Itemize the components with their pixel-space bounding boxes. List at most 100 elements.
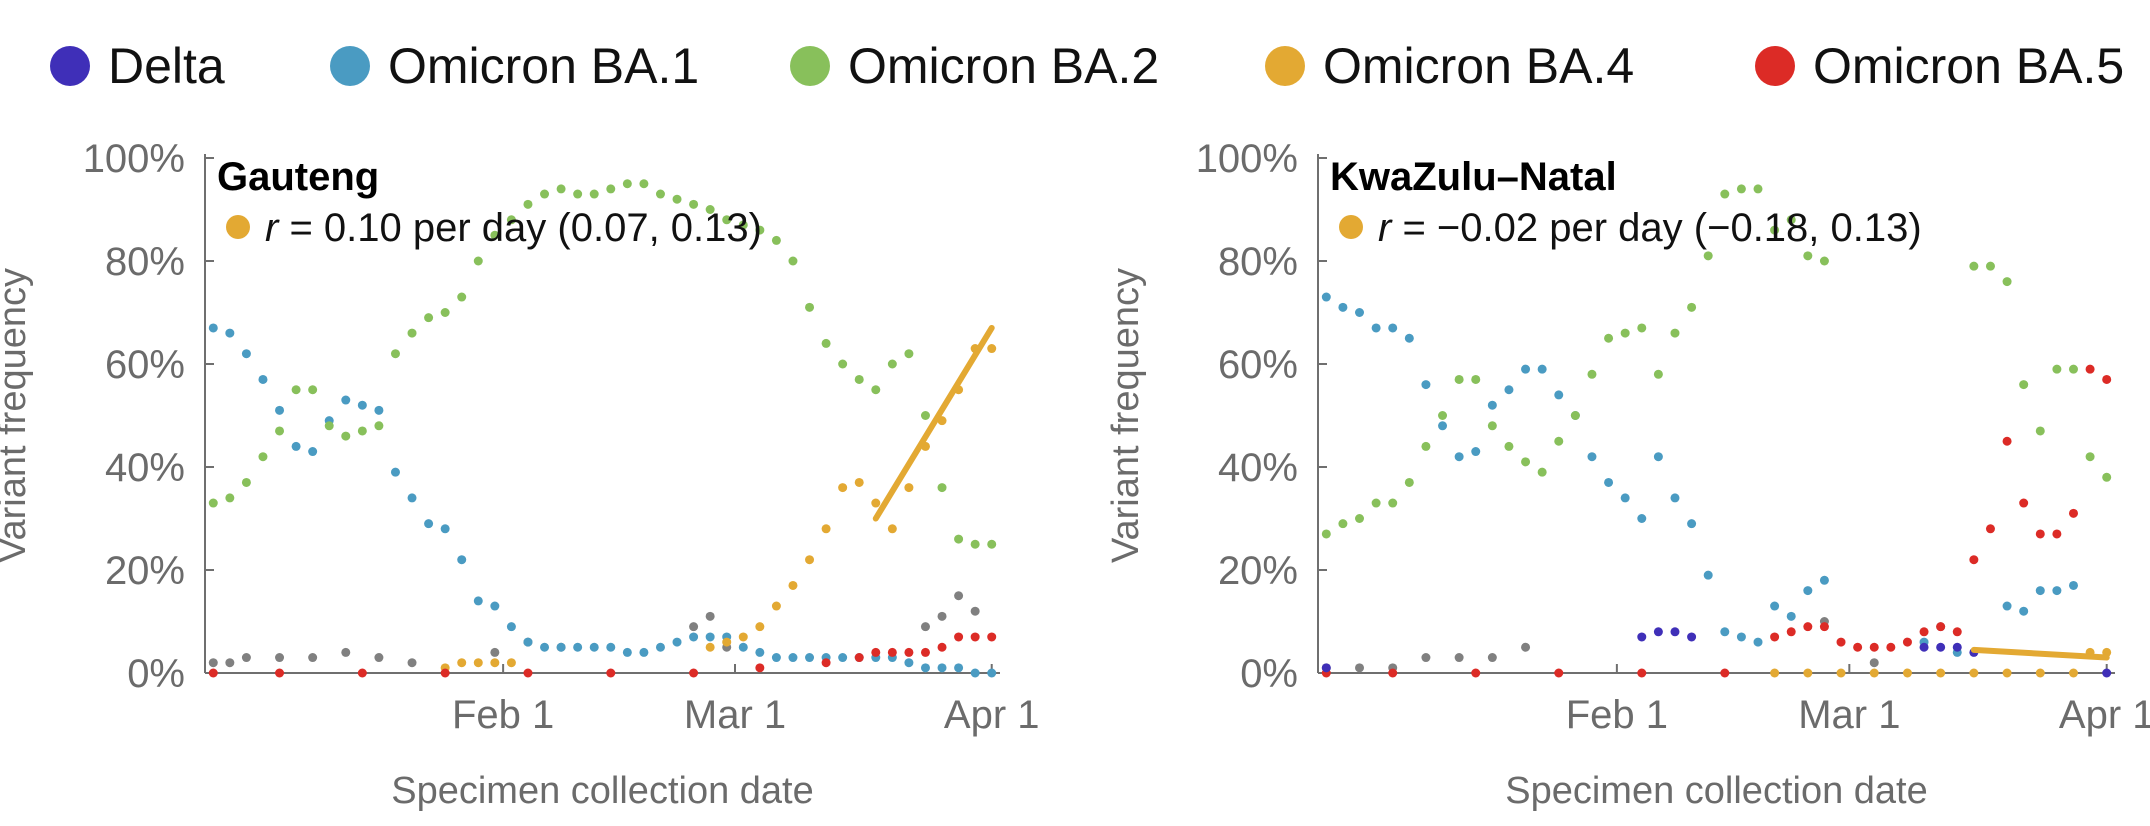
- data-point: [1438, 421, 1448, 431]
- data-point: [1753, 184, 1763, 194]
- series-omicron-ba-2: [1321, 184, 2112, 539]
- data-point: [871, 385, 881, 395]
- series-omicron-ba-1: [1321, 292, 2078, 657]
- growth-fit-line: [1970, 646, 2110, 661]
- data-point: [1653, 627, 1663, 637]
- data-point: [1487, 653, 1497, 663]
- data-point: [1321, 292, 1331, 302]
- series-other: [208, 591, 980, 668]
- data-point: [208, 498, 218, 508]
- data-point: [937, 663, 947, 673]
- data-point: [374, 421, 384, 431]
- data-point: [1454, 452, 1464, 462]
- data-point: [1421, 441, 1431, 451]
- data-point: [1637, 668, 1647, 678]
- rate-text: = −0.02 per day (−0.18, 0.13): [1391, 206, 1921, 250]
- data-point: [1404, 333, 1414, 343]
- data-point: [655, 642, 665, 652]
- data-point: [291, 385, 301, 395]
- data-point: [1819, 622, 1829, 632]
- data-point: [1355, 308, 1365, 317]
- data-point: [457, 555, 467, 565]
- y-tick-label: 20%: [1218, 549, 1298, 593]
- data-point: [1537, 364, 1547, 374]
- data-point: [1587, 369, 1597, 379]
- rate-text: = 0.10 per day (0.07, 0.13): [278, 206, 762, 250]
- data-point: [1786, 215, 1796, 225]
- chart-panel-1: 0% 20% 40% 60% 80% 100% Feb 1 Mar 1 Apr 1 Specime…: [0, 137, 1040, 812]
- series-omicron-ba-5: [1321, 364, 2112, 678]
- data-point: [2085, 452, 2095, 462]
- rate-symbol: r: [265, 206, 280, 250]
- data-point: [1471, 447, 1481, 457]
- data-point: [424, 519, 434, 529]
- data-point: [904, 658, 914, 668]
- data-point: [2102, 668, 2112, 678]
- data-point: [1454, 653, 1464, 663]
- data-point: [738, 642, 748, 652]
- data-point: [2052, 586, 2062, 596]
- data-point: [689, 668, 699, 678]
- data-point: [722, 637, 732, 647]
- data-point: [490, 658, 500, 668]
- y-tick-label: 80%: [105, 240, 185, 284]
- data-point: [821, 658, 831, 668]
- legend-item-omicron-ba-2: Omicron BA.2: [790, 38, 1159, 94]
- data-point: [1952, 627, 1962, 637]
- annotation-dot-icon: [226, 215, 250, 239]
- data-point: [357, 426, 367, 436]
- data-point: [954, 591, 964, 601]
- data-point: [1969, 668, 1979, 678]
- data-point: [540, 189, 550, 199]
- data-point: [1487, 400, 1497, 410]
- legend-item-omicron-ba-5: Omicron BA.5: [1755, 38, 2124, 94]
- data-point: [2035, 426, 2045, 436]
- y-tick-label: 40%: [1218, 446, 1298, 490]
- data-point: [937, 611, 947, 621]
- data-point: [606, 668, 616, 678]
- data-point: [1936, 642, 1946, 652]
- data-point: [225, 493, 235, 503]
- data-point: [490, 230, 500, 240]
- data-point: [1521, 364, 1531, 374]
- data-point: [805, 653, 815, 663]
- data-point: [672, 194, 682, 204]
- data-point: [390, 349, 400, 359]
- data-point: [1720, 627, 1730, 637]
- data-point: [1786, 627, 1796, 637]
- data-point: [1620, 493, 1630, 503]
- data-point: [1504, 441, 1514, 451]
- data-point: [1919, 642, 1929, 652]
- data-point: [1604, 333, 1614, 343]
- data-point: [871, 647, 881, 657]
- data-point: [1720, 668, 1730, 678]
- y-tick-label: 100%: [1196, 137, 1298, 181]
- data-point: [1936, 668, 1946, 678]
- legend-dot-icon: [790, 46, 830, 86]
- data-point: [755, 663, 765, 673]
- data-point: [291, 441, 301, 451]
- data-point: [1952, 642, 1962, 652]
- y-tick-label: 100%: [83, 137, 185, 181]
- growth-rate-annotation: r = −0.02 per day (−0.18, 0.13): [1378, 206, 1922, 250]
- data-point: [871, 498, 881, 508]
- data-point: [2085, 364, 2095, 374]
- data-point: [457, 292, 467, 302]
- growth-rate-annotation: r = 0.10 per day (0.07, 0.13): [265, 206, 762, 250]
- data-point: [1703, 251, 1713, 261]
- data-point: [573, 189, 583, 199]
- data-point: [1736, 184, 1746, 194]
- data-point: [1869, 668, 1879, 678]
- data-point: [854, 653, 864, 663]
- data-point: [1969, 555, 1979, 565]
- data-point: [1902, 637, 1912, 647]
- data-point: [390, 467, 400, 477]
- data-point: [887, 524, 897, 534]
- data-point: [1637, 323, 1647, 333]
- data-point: [755, 622, 765, 632]
- data-point: [1985, 524, 1995, 534]
- data-point: [341, 431, 351, 441]
- data-point: [771, 601, 781, 611]
- y-tick-label: 80%: [1218, 240, 1298, 284]
- data-point: [506, 658, 516, 668]
